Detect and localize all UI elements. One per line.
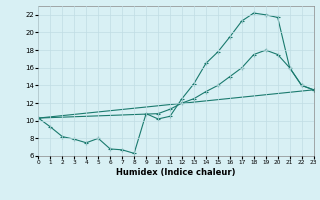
X-axis label: Humidex (Indice chaleur): Humidex (Indice chaleur) bbox=[116, 168, 236, 177]
